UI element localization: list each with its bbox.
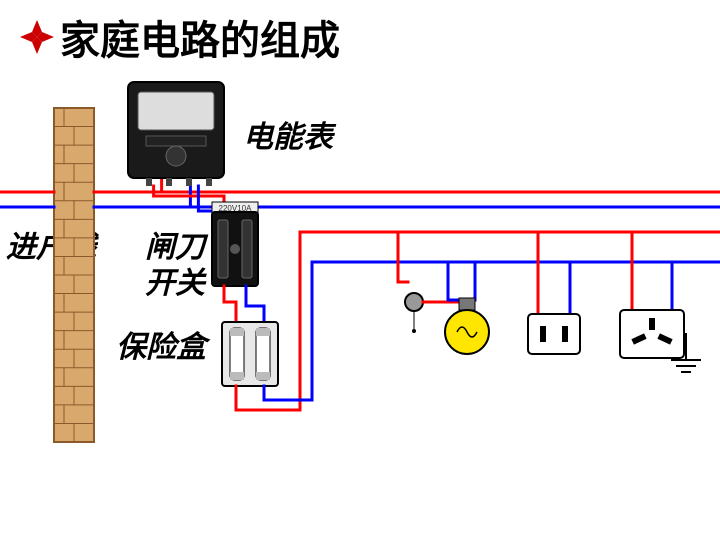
circuit-diagram: 220V10A (0, 0, 720, 540)
